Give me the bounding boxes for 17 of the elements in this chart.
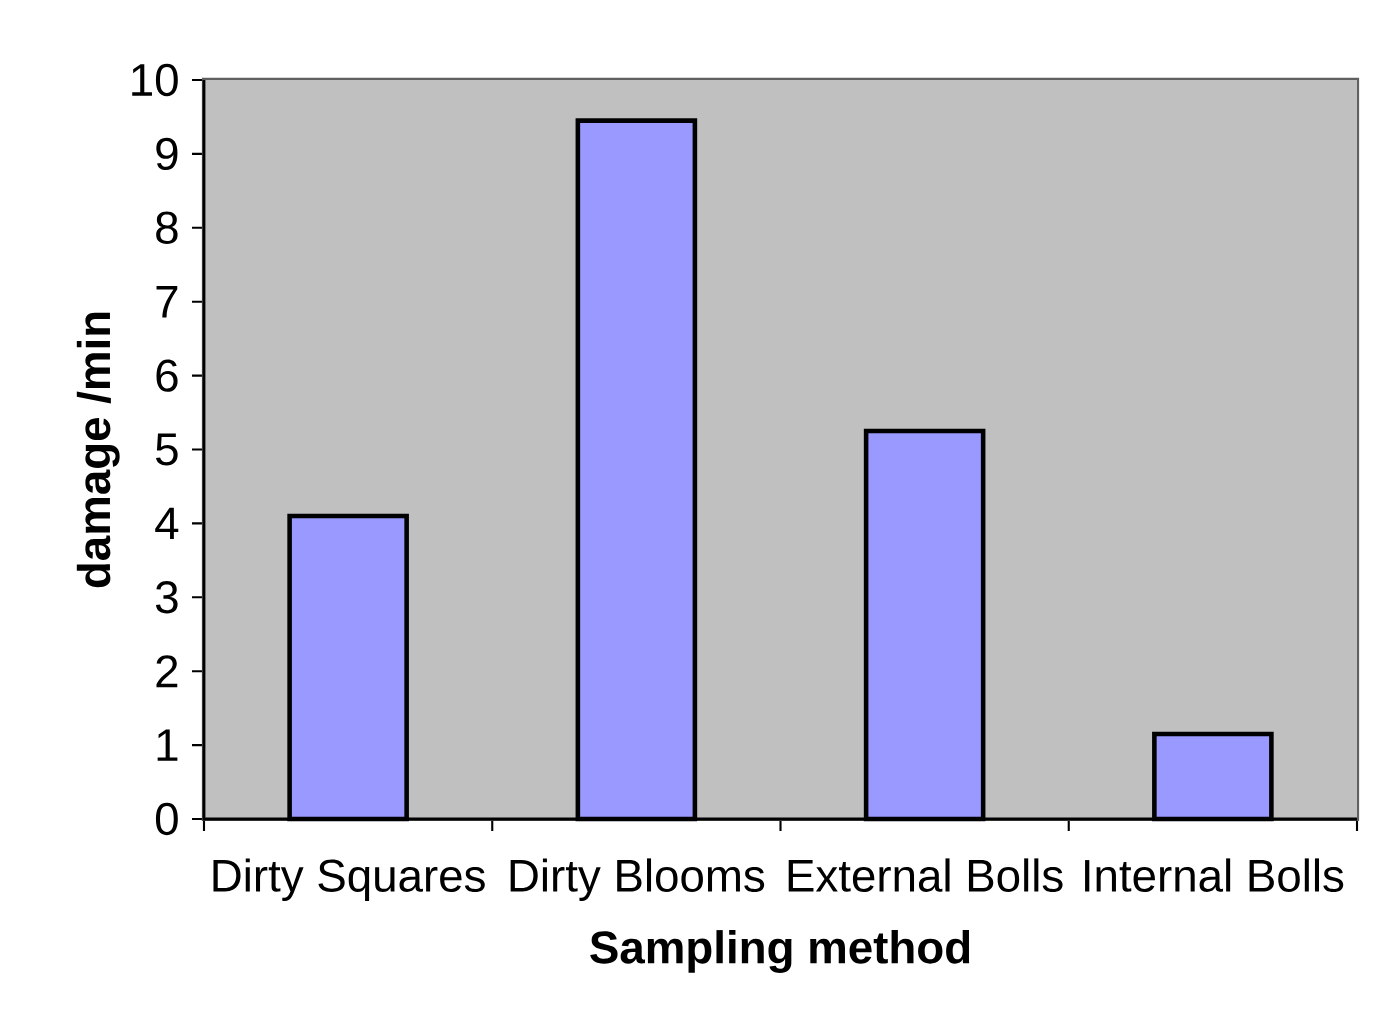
y-tick-label: 2 [156, 655, 178, 688]
y-tick-label: 3 [155, 581, 178, 614]
y-axis-title: damage /min [76, 312, 120, 588]
y-tick-label: 0 [155, 802, 178, 836]
y-tick-label: 4 [155, 507, 179, 540]
x-tick-label: External Bolls [788, 858, 1063, 892]
y-tick-label: 5 [155, 433, 178, 466]
x-axis-title: Sampling method [590, 930, 970, 973]
y-tick-label: 6 [156, 359, 178, 392]
y-tick-label: 8 [156, 211, 178, 244]
x-tick-label: Dirty Blooms [510, 858, 765, 901]
y-tick-label: 10 [132, 63, 178, 97]
y-tick-label: 7 [156, 285, 178, 318]
x-tick-label: Dirty Squares [213, 858, 485, 901]
x-tick-label: Internal Bolls [1085, 858, 1344, 892]
y-tick-label: 9 [156, 137, 178, 171]
y-tick-label: 1 [157, 729, 178, 761]
